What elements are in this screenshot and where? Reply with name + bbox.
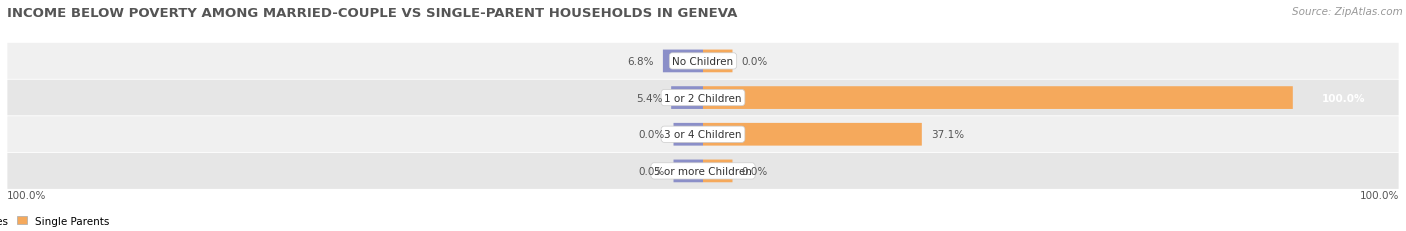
FancyBboxPatch shape (662, 50, 703, 73)
FancyBboxPatch shape (703, 50, 733, 73)
Text: 100.0%: 100.0% (1322, 93, 1365, 103)
FancyBboxPatch shape (671, 87, 703, 109)
FancyBboxPatch shape (703, 123, 922, 146)
FancyBboxPatch shape (7, 43, 1399, 80)
Text: INCOME BELOW POVERTY AMONG MARRIED-COUPLE VS SINGLE-PARENT HOUSEHOLDS IN GENEVA: INCOME BELOW POVERTY AMONG MARRIED-COUPL… (7, 7, 737, 20)
Text: 6.8%: 6.8% (627, 57, 654, 67)
Text: 0.0%: 0.0% (741, 57, 768, 67)
FancyBboxPatch shape (7, 80, 1399, 116)
FancyBboxPatch shape (7, 153, 1399, 189)
Text: 37.1%: 37.1% (931, 130, 963, 140)
Text: 5.4%: 5.4% (636, 93, 662, 103)
FancyBboxPatch shape (673, 123, 703, 146)
Text: 0.0%: 0.0% (638, 166, 665, 176)
FancyBboxPatch shape (703, 160, 733, 182)
Text: 5 or more Children: 5 or more Children (654, 166, 752, 176)
Text: No Children: No Children (672, 57, 734, 67)
FancyBboxPatch shape (673, 160, 703, 182)
Legend: Married Couples, Single Parents: Married Couples, Single Parents (0, 216, 110, 226)
Text: 0.0%: 0.0% (741, 166, 768, 176)
Text: 100.0%: 100.0% (1360, 190, 1399, 200)
Text: 3 or 4 Children: 3 or 4 Children (664, 130, 742, 140)
Text: 100.0%: 100.0% (7, 190, 46, 200)
FancyBboxPatch shape (703, 87, 1292, 109)
FancyBboxPatch shape (7, 116, 1399, 153)
Text: 0.0%: 0.0% (638, 130, 665, 140)
Text: Source: ZipAtlas.com: Source: ZipAtlas.com (1292, 7, 1403, 17)
Text: 1 or 2 Children: 1 or 2 Children (664, 93, 742, 103)
